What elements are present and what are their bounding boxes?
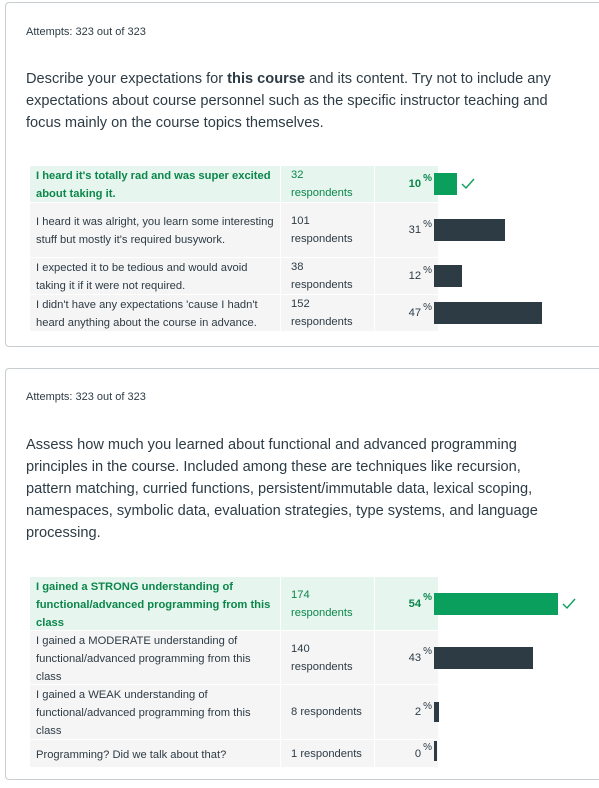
respondent-count: 152 respondents [281,295,374,331]
response-bar [434,173,457,195]
answer-label: I heard it was alright, you learn some i… [30,203,280,257]
attempts-count: Attempts: 323 out of 323 [26,391,146,403]
answer-label: Programming? Did we talk about that? [30,740,280,767]
percent-value: 12 [408,270,422,282]
answer-percent: 10% [375,166,438,202]
percent-value: 0 [414,747,422,760]
response-bar [434,219,505,241]
percent-symbol: % [423,742,432,753]
respondent-count: 1 respondents [281,740,374,767]
answer-percent: 2% [375,685,438,739]
response-bar [434,741,437,761]
respondent-count: 32 respondents [281,166,374,202]
response-bar [434,265,462,287]
percent-value: 31 [408,224,422,236]
attempts-count: Attempts: 323 out of 323 [26,26,146,38]
answer-label: I didn't have any expectations 'cause I … [30,295,280,331]
answer-percent: 0% [375,740,438,767]
answer-percent: 47% [375,295,438,331]
percent-symbol: % [423,218,432,230]
respondent-count: 174 respondents [281,577,374,630]
answer-row: I didn't have any expectations 'cause I … [30,295,438,331]
answer-row-correct: I heard it's totally rad and was super e… [30,166,438,202]
check-icon [461,178,475,190]
percent-symbol: % [423,592,432,603]
respondent-count: 101 respondents [281,203,374,257]
answer-label: I expected it to be tedious and would av… [30,258,280,294]
answer-row: I gained a MODERATE understanding of fun… [30,631,438,684]
respondent-count: 38 respondents [281,258,374,294]
percent-value: 43 [408,651,422,664]
answer-row: Programming? Did we talk about that? 1 r… [30,740,438,767]
percent-value: 2 [414,706,422,718]
question-text-start: Describe your expectations for [26,71,228,87]
percent-symbol: % [423,172,432,184]
answer-percent: 12% [375,258,438,294]
answer-label: I gained a STRONG understanding of funct… [30,577,280,630]
question-text-end: and its content. Try not to include any … [26,71,551,131]
percent-symbol: % [423,700,432,712]
response-bar [434,302,542,324]
response-bar [434,593,558,615]
percent-value: 47 [408,307,422,319]
answer-row: I heard it was alright, you learn some i… [30,203,438,257]
answer-row: I expected it to be tedious and would av… [30,258,438,294]
percent-symbol: % [423,646,432,657]
question-text: Assess how much you learned about functi… [26,434,566,544]
percent-value: 54 [408,597,422,610]
answer-percent: 43% [375,631,438,684]
question-card-1: Attempts: 323 out of 323 Describe your e… [5,2,599,347]
respondent-count: 8 respondents [281,685,374,739]
percent-symbol: % [423,301,432,313]
question-card-2: Attempts: 323 out of 323 Assess how much… [5,368,599,780]
response-bar [434,702,439,722]
answer-row: I gained a WEAK understanding of functio… [30,685,438,739]
answer-percent: 31% [375,203,438,257]
answer-label: I gained a WEAK understanding of functio… [30,685,280,739]
percent-symbol: % [423,264,432,276]
respondent-count: 140 respondents [281,631,374,684]
answer-row-correct: I gained a STRONG understanding of funct… [30,577,438,630]
check-icon [562,598,576,610]
question-text-emphasis: this course [227,71,306,87]
answer-label: I gained a MODERATE understanding of fun… [30,631,280,684]
question-text-start: Assess how much you learned about functi… [26,437,538,541]
response-bar [434,647,533,669]
answer-percent: 54% [375,577,438,630]
percent-value: 10 [408,178,422,190]
answer-label: I heard it's totally rad and was super e… [30,166,280,202]
question-text: Describe your expectations for this cour… [26,68,566,134]
